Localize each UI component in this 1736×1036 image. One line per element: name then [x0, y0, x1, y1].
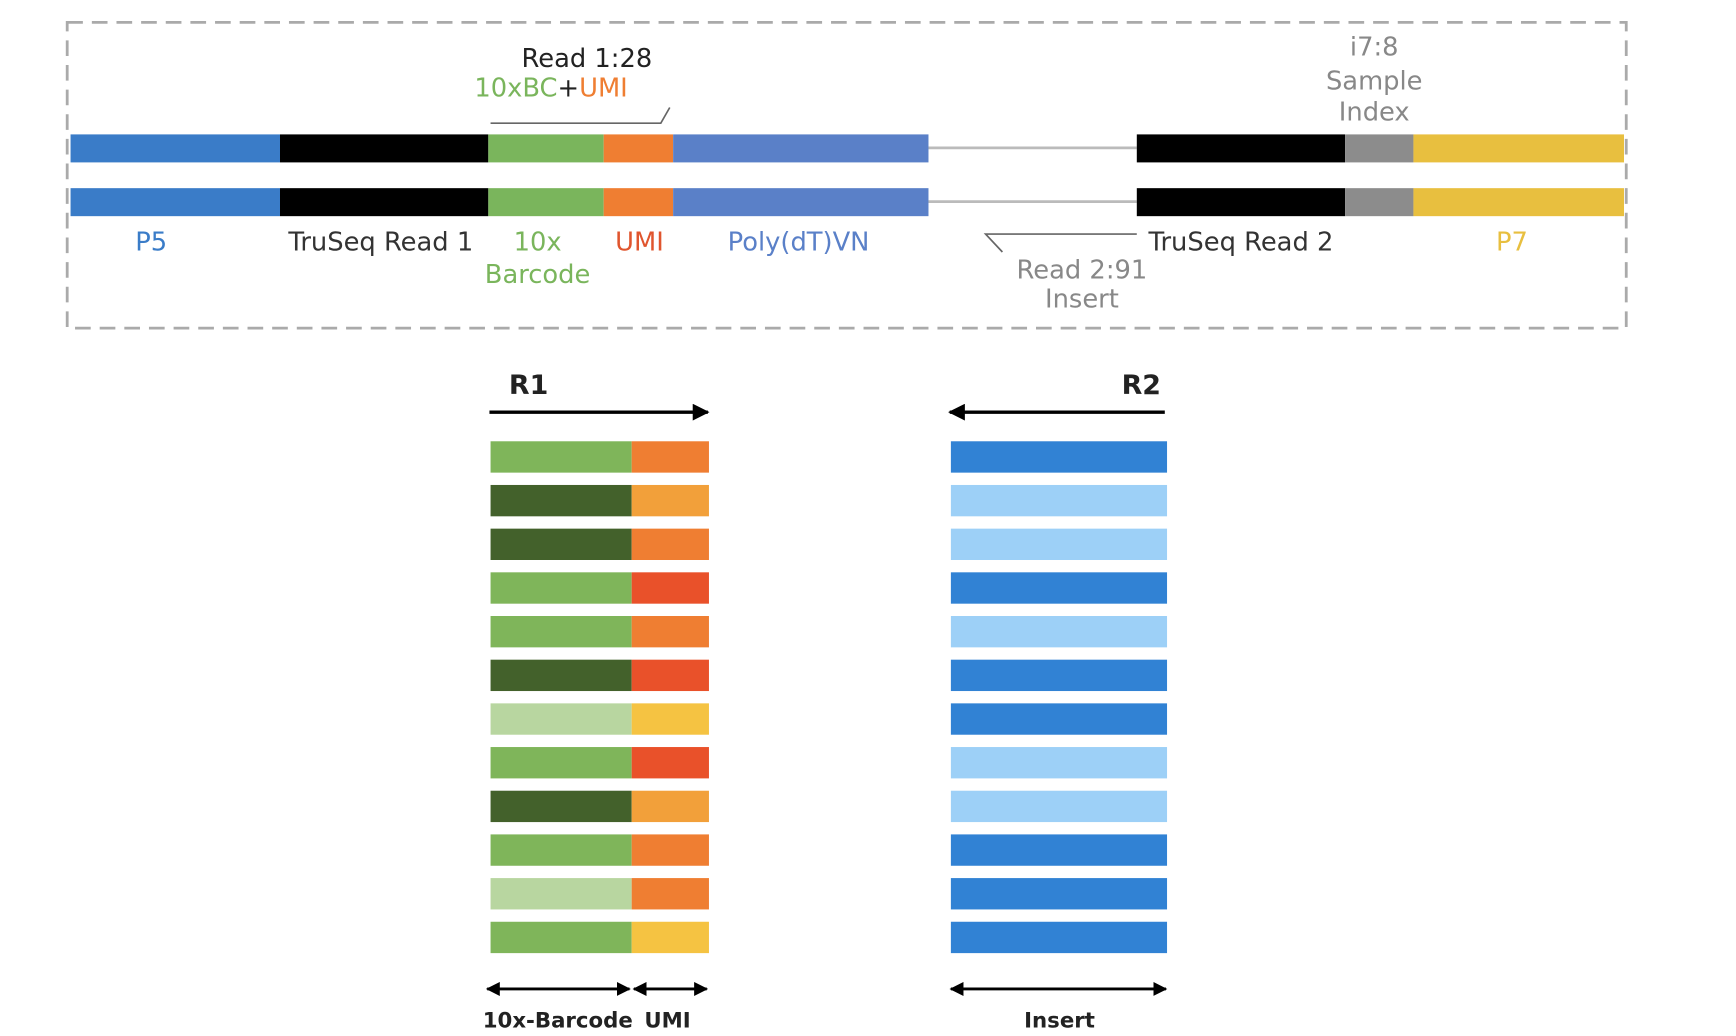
umi-span-label: UMI: [644, 1008, 690, 1033]
i7-label: Sample: [1326, 66, 1423, 96]
strand-segment: [1413, 188, 1624, 217]
read-rows: [490, 441, 1168, 954]
insert-block: [950, 572, 1168, 604]
strand-segment: [70, 188, 280, 217]
insert-block: [950, 484, 1168, 517]
strand-segment: [1136, 134, 1346, 163]
barcode-block: [490, 572, 632, 604]
barcode-block: [490, 790, 632, 823]
barcode-block: [490, 703, 632, 735]
insert-span-label: Insert: [1024, 1008, 1095, 1033]
insert-block: [950, 834, 1168, 866]
read1-plus: +: [558, 73, 580, 103]
barcode-block: [490, 921, 632, 954]
barcode-block: [490, 834, 632, 866]
segment-label: 10x: [514, 228, 562, 258]
construct-box: [65, 21, 1628, 330]
barcode-block: [490, 878, 632, 910]
strand-segment: [673, 134, 929, 163]
strands: [70, 134, 1624, 217]
strand-segment: [488, 188, 604, 217]
umi-block: [631, 484, 709, 517]
umi-block: [631, 528, 709, 560]
r1-title: R1: [509, 370, 548, 401]
insert-block: [950, 878, 1168, 910]
barcode-block: [490, 616, 632, 648]
strand-segment: [1345, 134, 1414, 163]
umi-block: [631, 921, 709, 954]
segment-label: UMI: [615, 228, 664, 258]
r2-title: R2: [1122, 370, 1161, 401]
strand-segment: [603, 188, 674, 217]
barcode-block: [490, 441, 632, 473]
umi-block: [631, 703, 709, 735]
umi-block: [631, 441, 709, 473]
umi-block: [631, 616, 709, 648]
read1-components: 10xBC+UMI: [474, 73, 627, 103]
read1-umi: UMI: [579, 73, 628, 103]
read1-label: Read 1:28: [522, 44, 653, 74]
read2-label: Insert: [1045, 285, 1119, 315]
strand-segment: [280, 188, 489, 217]
segment-label: Barcode: [485, 260, 591, 290]
read1-pointer: [490, 107, 671, 125]
umi-block: [631, 878, 709, 910]
insert-block: [950, 921, 1168, 954]
strand-segment: [1136, 188, 1346, 217]
i7-label: Index: [1339, 98, 1410, 128]
insert-block: [950, 441, 1168, 473]
insert-block: [950, 528, 1168, 560]
insert-block: [950, 703, 1168, 735]
read1-barcode: 10xBC: [474, 73, 557, 103]
insert-block: [950, 790, 1168, 823]
strand-segment: [1413, 134, 1624, 163]
i7-label: i7:8: [1350, 33, 1399, 63]
segment-label: P5: [135, 228, 167, 258]
barcode-span-label: 10x-Barcode: [483, 1008, 633, 1033]
insert-block: [950, 616, 1168, 648]
segment-label: P7: [1496, 228, 1528, 258]
insert-block: [950, 659, 1168, 692]
insert-block: [950, 747, 1168, 779]
strand-segment: [280, 134, 489, 163]
umi-block: [631, 834, 709, 866]
strand-segment: [488, 134, 604, 163]
barcode-block: [490, 747, 632, 779]
segment-label: TruSeq Read 2: [1148, 228, 1334, 258]
strand-segment: [673, 188, 929, 217]
umi-block: [631, 659, 709, 692]
strand-segment: [70, 134, 280, 163]
barcode-block: [490, 484, 632, 517]
umi-block: [631, 790, 709, 823]
read2-label: Read 2:91: [1017, 256, 1148, 286]
barcode-block: [490, 659, 632, 692]
strand-segment: [1345, 188, 1414, 217]
barcode-block: [490, 528, 632, 560]
umi-block: [631, 572, 709, 604]
strand-segment: [603, 134, 674, 163]
segment-label: TruSeq Read 1: [287, 228, 473, 258]
segment-label: Poly(dT)VN: [728, 228, 870, 258]
umi-block: [631, 747, 709, 779]
read2-pointer: [983, 233, 1137, 253]
